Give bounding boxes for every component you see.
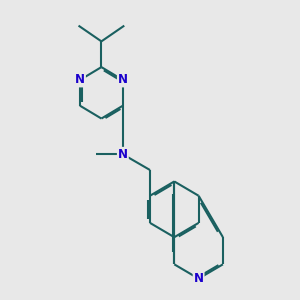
Text: N: N [75, 74, 85, 86]
Text: N: N [118, 74, 128, 86]
Text: N: N [118, 148, 128, 161]
Text: N: N [194, 272, 204, 285]
